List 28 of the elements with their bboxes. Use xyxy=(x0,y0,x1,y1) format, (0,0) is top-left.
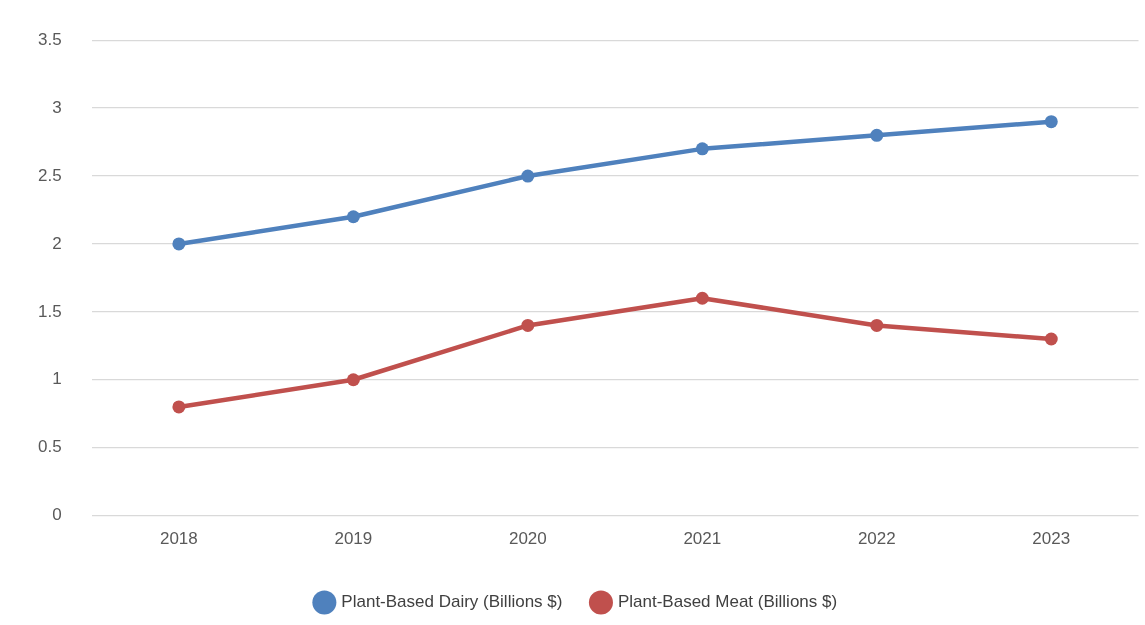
point xyxy=(346,373,360,387)
y-tick-label: 2 xyxy=(52,233,62,253)
point xyxy=(346,210,360,224)
point xyxy=(1044,332,1058,346)
point xyxy=(172,400,186,414)
y-tick-label: 0 xyxy=(52,505,62,525)
x-tick-label: 2021 xyxy=(683,529,722,549)
y-tick-label: 1.5 xyxy=(37,301,62,321)
x-tick-label: 2020 xyxy=(508,529,547,549)
point xyxy=(870,128,884,142)
y-tick-label: 2.5 xyxy=(37,165,62,185)
y-tick-label: 1 xyxy=(52,369,62,389)
point xyxy=(521,318,535,332)
point xyxy=(172,237,186,251)
y-tick-label: 3 xyxy=(52,97,62,117)
point xyxy=(521,169,535,183)
point xyxy=(1044,115,1058,129)
point xyxy=(695,142,709,156)
legend-label: Plant-Based Dairy (Billions $) xyxy=(341,592,563,612)
x-tick-label: 2023 xyxy=(1032,529,1071,549)
y-tick-label: 3.5 xyxy=(37,29,62,49)
point xyxy=(695,291,709,305)
y-tick-label: 0.5 xyxy=(37,437,62,457)
x-tick-label: 2022 xyxy=(857,529,896,549)
x-tick-label: 2018 xyxy=(159,529,198,549)
legend-label: Plant-Based Meat (Billions $) xyxy=(617,592,838,612)
point xyxy=(870,318,884,332)
x-tick-label: 2019 xyxy=(334,529,373,549)
